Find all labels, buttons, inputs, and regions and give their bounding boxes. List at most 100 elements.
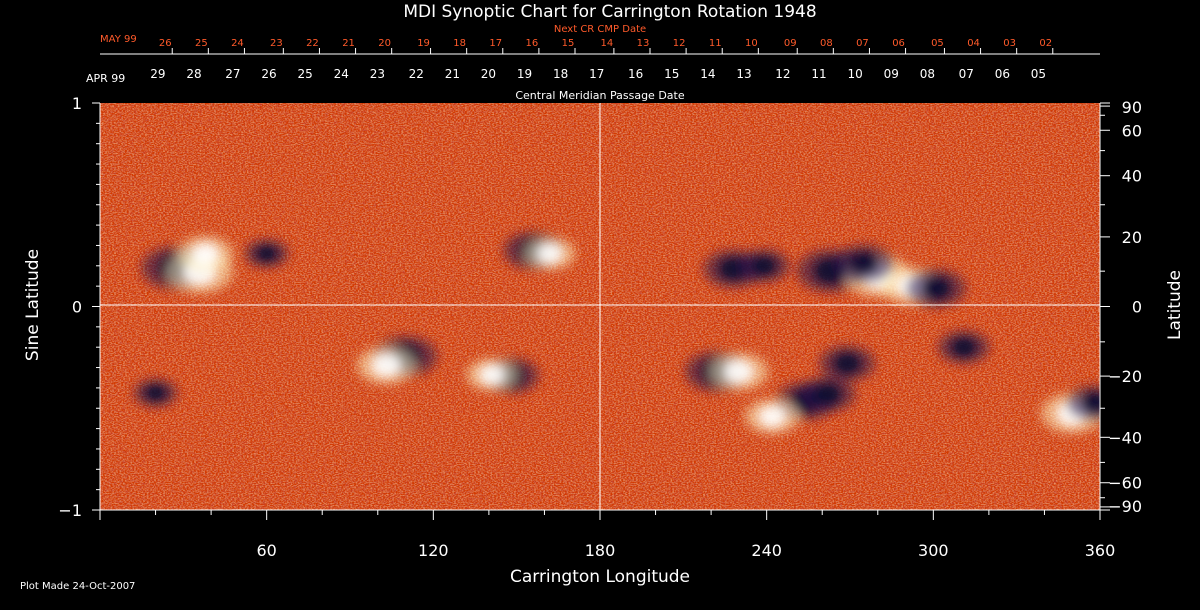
next-cmp-tick-label: 23 xyxy=(270,38,283,49)
next-cmp-tick-label: 22 xyxy=(306,38,319,49)
sine-latitude-tick-label: 1 xyxy=(72,94,82,113)
next-cmp-tick-label: 18 xyxy=(453,38,466,49)
next-cmp-tick-label: 11 xyxy=(709,38,722,49)
cmp-tick-label: 09 xyxy=(884,67,899,81)
cmp-tick-label: 14 xyxy=(700,67,715,81)
next-cmp-ticks: 26 25 24 23 22 21 20 19 18 17 16 15 14 13 12 11 10 09 08 07… xyxy=(159,38,1054,54)
region-positive-core xyxy=(371,353,401,378)
region-negative-core xyxy=(921,276,951,300)
latitude-tick-label: −40 xyxy=(1108,428,1142,447)
cmp-tick-label: 13 xyxy=(736,67,751,81)
next-cmp-tick-label: 10 xyxy=(745,38,758,49)
next-cmp-tick-label: 05 xyxy=(931,38,944,49)
cmp-tick-label: 15 xyxy=(664,67,679,81)
next-cmp-tick-label: 02 xyxy=(1039,38,1052,49)
region-positive-core xyxy=(724,359,754,384)
region-positive-core xyxy=(191,242,220,265)
next-cmp-tick-label: 12 xyxy=(673,38,686,49)
cmp-tick-label: 05 xyxy=(1031,67,1046,81)
region-negative-core xyxy=(813,383,842,405)
plot-made-label: Plot Made 24-Oct-2007 xyxy=(20,581,135,592)
region-positive-core xyxy=(478,364,505,385)
cmp-axis-label: Central Meridian Passage Date xyxy=(515,89,684,102)
cmp-tick-label: 10 xyxy=(847,67,862,81)
cmp-tick-label: 17 xyxy=(589,67,604,81)
cmp-tick-label: 07 xyxy=(959,67,974,81)
longitude-tick-label: 240 xyxy=(751,541,782,560)
next-cmp-tick-label: 14 xyxy=(601,38,614,49)
longitude-tick-label: 360 xyxy=(1085,541,1116,560)
next-cmp-tick-label: 19 xyxy=(417,38,430,49)
next-cmp-tick-label: 09 xyxy=(784,38,797,49)
cmp-tick-label: 06 xyxy=(995,67,1010,81)
cmp-tick-label: 21 xyxy=(445,67,460,81)
next-cmp-tick-label: 25 xyxy=(195,38,208,49)
sine-latitude-axis: 1 0 −1 xyxy=(58,94,100,520)
next-cmp-tick-label: 17 xyxy=(489,38,502,49)
cmp-tick-label: 25 xyxy=(297,67,312,81)
chart-title: MDI Synoptic Chart for Carrington Rotati… xyxy=(403,2,816,22)
next-cmp-month-label: MAY 99 xyxy=(100,34,137,45)
cmp-axis: APR 99 29 28 27 26 25 24 23 22 21 20 19 18 17 16 15 14 1… xyxy=(86,67,1046,102)
cmp-tick-label: 11 xyxy=(811,67,826,81)
cmp-tick-label: 18 xyxy=(553,67,568,81)
region-negative-core xyxy=(833,352,862,375)
next-cmp-tick-label: 20 xyxy=(378,38,391,49)
y2-axis-label: Latitude xyxy=(1165,270,1185,340)
latitude-tick-label: 0 xyxy=(1132,298,1142,317)
active-regions xyxy=(133,231,1100,435)
region-negative-core xyxy=(849,252,879,276)
next-cmp-axis: Next CR CMP Date MAY 99 26 25 24 23 22 21 20 19… xyxy=(100,24,1100,55)
longitude-axis: 60 120 180 240 300 360 xyxy=(99,510,1116,560)
cmp-ticks: 29 28 27 26 25 24 23 22 21 20 19 18 17 16 15 14 13 12 11 10… xyxy=(150,67,1046,81)
region-negative-core xyxy=(951,337,977,358)
next-cmp-tick-label: 15 xyxy=(562,38,575,49)
latitude-tick-label: 40 xyxy=(1122,167,1142,186)
cmp-tick-label: 24 xyxy=(334,67,349,81)
cmp-tick-label: 12 xyxy=(775,67,790,81)
longitude-tick-label: 60 xyxy=(256,541,276,560)
cmp-tick-label: 22 xyxy=(409,67,424,81)
cmp-tick-label: 29 xyxy=(150,67,165,81)
cmp-tick-label: 20 xyxy=(481,67,496,81)
sine-latitude-tick-label: −1 xyxy=(58,501,82,520)
cmp-tick-label: 28 xyxy=(186,67,201,81)
region-negative-core xyxy=(1080,392,1100,415)
next-cmp-tick-label: 04 xyxy=(967,38,980,49)
region-negative-core xyxy=(255,245,278,263)
next-cmp-tick-label: 13 xyxy=(637,38,650,49)
cmp-month-label: APR 99 xyxy=(86,72,125,85)
next-cmp-tick-label: 24 xyxy=(231,38,244,49)
latitude-tick-label: 90 xyxy=(1122,98,1142,117)
cmp-tick-label: 19 xyxy=(517,67,532,81)
next-cmp-tick-label: 07 xyxy=(856,38,869,49)
latitude-tick-label: 60 xyxy=(1122,121,1142,140)
latitude-tick-label: 20 xyxy=(1122,228,1142,247)
cmp-tick-label: 08 xyxy=(920,67,935,81)
region-negative-core xyxy=(751,255,777,276)
next-cmp-tick-label: 26 xyxy=(159,38,172,49)
cmp-tick-label: 23 xyxy=(370,67,385,81)
region-negative-core xyxy=(144,384,167,402)
latitude-axis: 90 60 40 20 0 −20 −40 −60 −90 xyxy=(1100,98,1142,516)
next-cmp-tick-label: 16 xyxy=(526,38,539,49)
longitude-tick-label: 120 xyxy=(418,541,449,560)
next-cmp-tick-label: 06 xyxy=(892,38,905,49)
next-cmp-tick-label: 21 xyxy=(342,38,355,49)
region-positive-core xyxy=(537,243,563,264)
next-cmp-axis-label: Next CR CMP Date xyxy=(554,24,646,35)
latitude-tick-label: −60 xyxy=(1108,474,1142,493)
cmp-tick-label: 16 xyxy=(628,67,643,81)
next-cmp-tick-label: 08 xyxy=(820,38,833,49)
sine-latitude-tick-label: 0 xyxy=(72,298,82,317)
longitude-tick-label: 300 xyxy=(918,541,949,560)
latitude-tick-label: −90 xyxy=(1108,497,1142,516)
y-axis-label: Sine Latitude xyxy=(23,249,43,361)
next-cmp-tick-label: 03 xyxy=(1003,38,1016,49)
magnetogram-map xyxy=(100,103,1100,510)
cmp-tick-label: 26 xyxy=(261,67,276,81)
latitude-tick-label: −20 xyxy=(1108,367,1142,386)
region-positive-core xyxy=(758,405,787,428)
longitude-tick-label: 180 xyxy=(585,541,616,560)
